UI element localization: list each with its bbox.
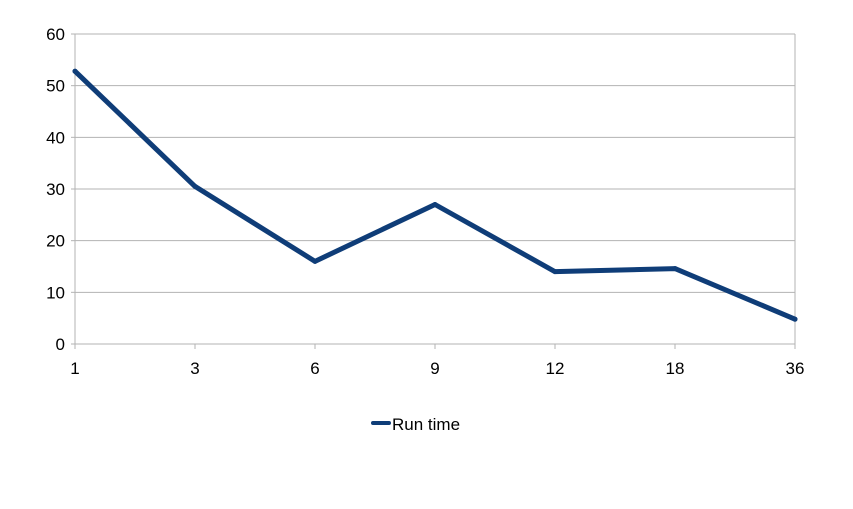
grid-lines bbox=[75, 33, 795, 293]
data-point-18 bbox=[672, 266, 678, 272]
legend-label-run-time: Run time bbox=[392, 415, 460, 434]
x-tick-label-36: 36 bbox=[786, 359, 805, 378]
series-line-run-time bbox=[72, 68, 798, 322]
data-point-6 bbox=[312, 258, 318, 264]
y-tick-label-40: 40 bbox=[46, 128, 65, 147]
x-tick-label-1: 1 bbox=[70, 359, 79, 378]
x-axis-tick-labels: 1 3 6 9 12 18 36 bbox=[70, 359, 804, 378]
legend: Run time bbox=[371, 415, 460, 434]
data-point-36 bbox=[792, 316, 798, 322]
x-tick-label-12: 12 bbox=[546, 359, 565, 378]
y-axis-tick-labels: 0 10 20 30 40 50 60 bbox=[46, 25, 65, 354]
series-lines bbox=[72, 68, 798, 322]
x-tick-label-6: 6 bbox=[310, 359, 319, 378]
x-tick-label-3: 3 bbox=[190, 359, 199, 378]
y-tick-label-0: 0 bbox=[56, 335, 65, 354]
axes bbox=[71, 33, 796, 349]
data-point-9 bbox=[432, 202, 438, 207]
data-point-12 bbox=[552, 269, 558, 275]
y-tick-label-20: 20 bbox=[46, 232, 65, 251]
y-tick-label-10: 10 bbox=[46, 283, 65, 302]
x-tick-label-9: 9 bbox=[430, 359, 439, 378]
data-point-1 bbox=[72, 68, 78, 74]
y-tick-label-50: 50 bbox=[46, 77, 65, 96]
x-tick-label-18: 18 bbox=[666, 359, 685, 378]
y-tick-label-60: 60 bbox=[46, 25, 65, 44]
data-point-3 bbox=[192, 183, 198, 189]
y-tick-label-30: 30 bbox=[46, 180, 65, 199]
